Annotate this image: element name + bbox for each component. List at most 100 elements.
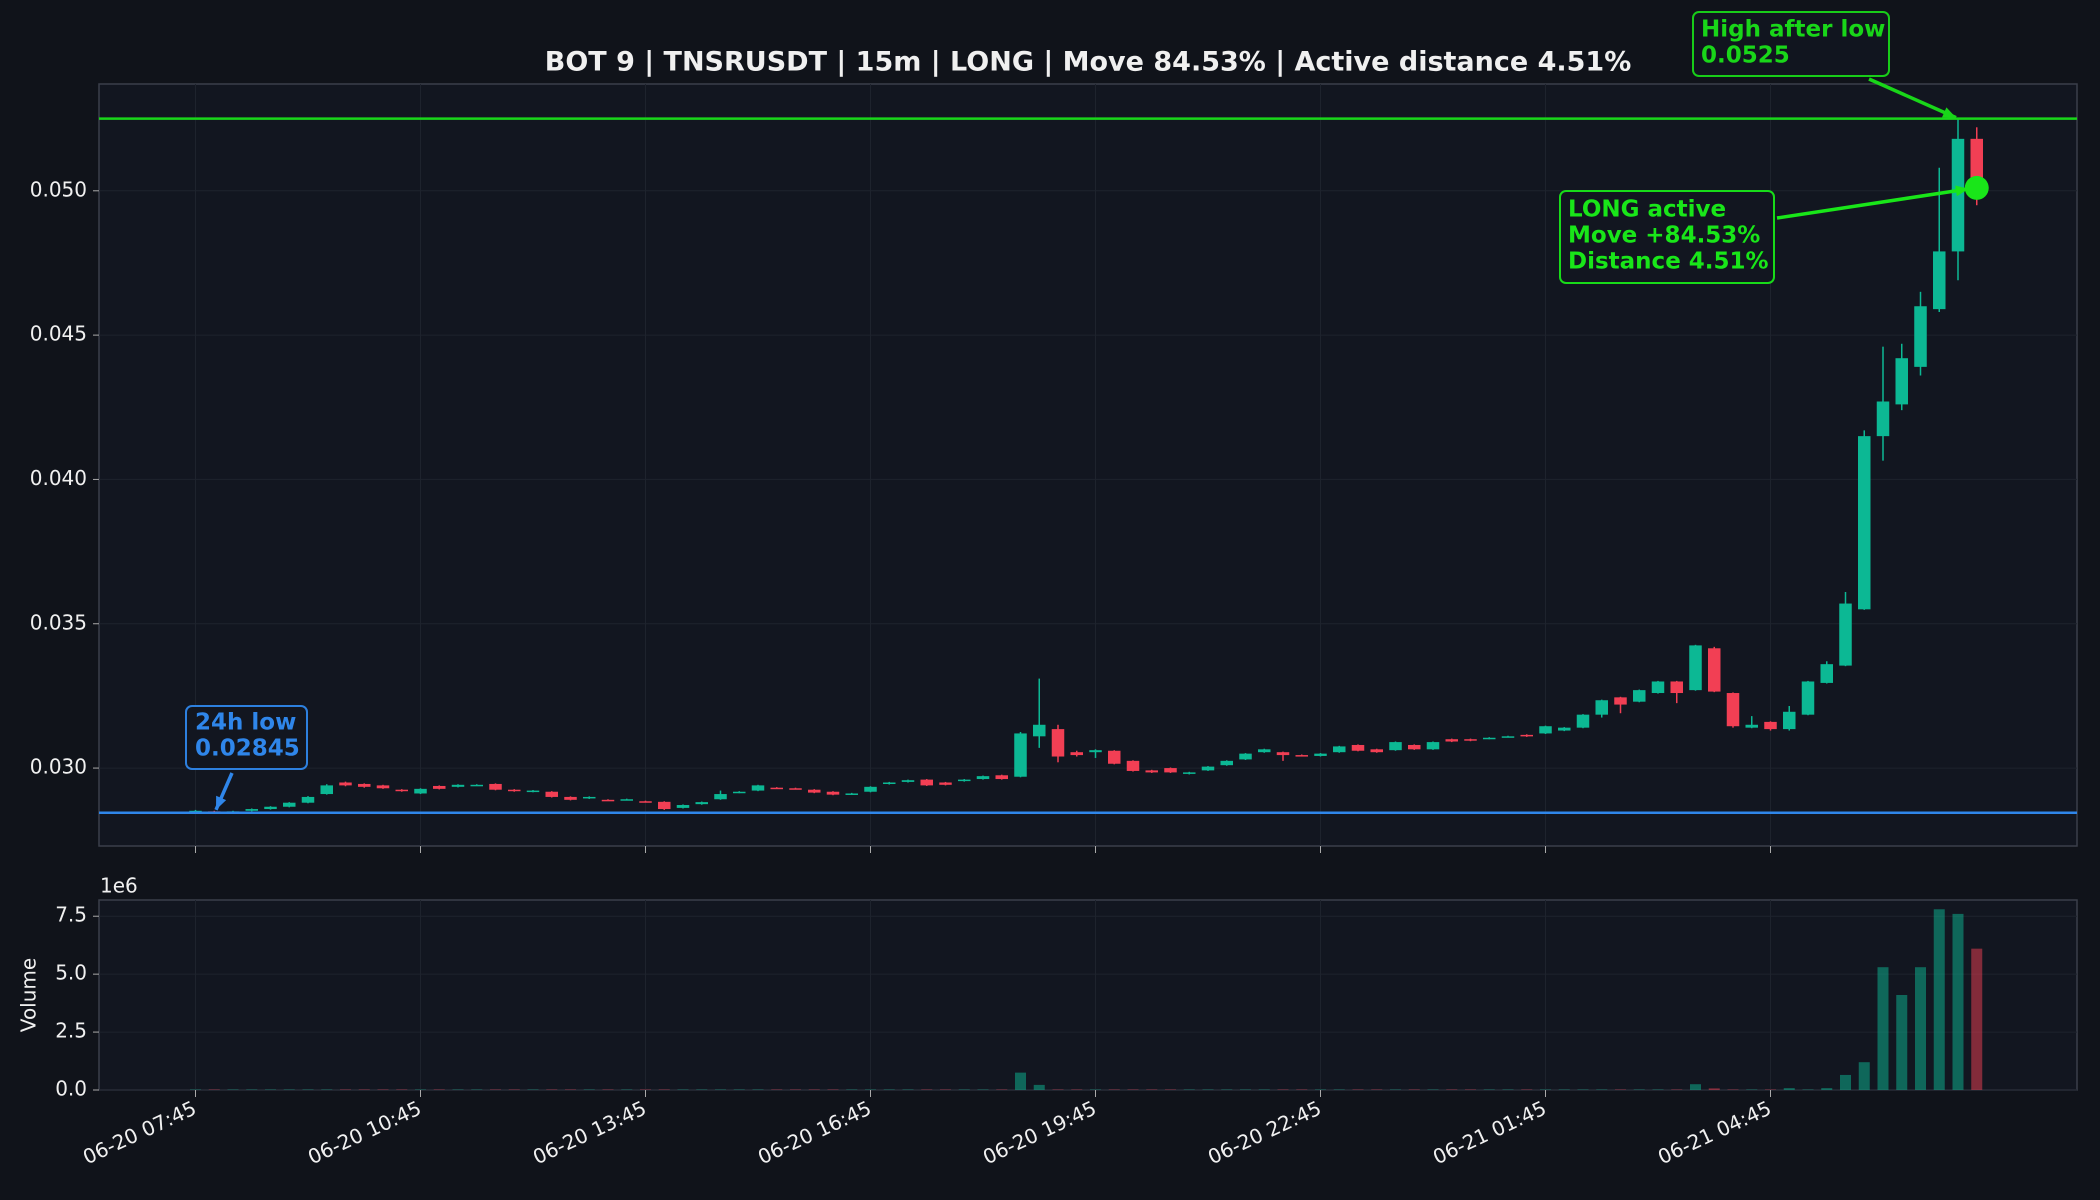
status-arrow <box>1776 187 1970 220</box>
candle-body <box>1576 714 1590 728</box>
candle-body <box>808 789 821 793</box>
candle-body <box>583 796 596 799</box>
candle-body <box>1558 727 1571 731</box>
candle-body <box>1933 251 1946 310</box>
candle-body <box>1689 645 1702 691</box>
candle-body <box>1876 401 1890 437</box>
high-note-arrow-head <box>1942 107 1956 118</box>
low-note-value: 0.02845 <box>195 736 300 762</box>
volume-bar <box>1015 1072 1026 1090</box>
candle-body <box>1858 436 1871 610</box>
y-tick-label: 0.030 <box>30 755 87 779</box>
volume-bar <box>1033 1084 1045 1090</box>
candle-body <box>770 787 783 790</box>
candle-body <box>1745 724 1758 728</box>
candle-body <box>451 784 465 787</box>
candle-body <box>714 794 727 800</box>
candle-body <box>245 809 258 811</box>
candle-body <box>864 786 877 792</box>
volume-axis-label: Volume <box>17 958 41 1032</box>
volume-bar <box>1783 1088 1795 1090</box>
volume-offset: 1e6 <box>100 874 138 898</box>
candle-body <box>1614 697 1627 705</box>
candle-body <box>189 810 202 813</box>
candle-body <box>1201 766 1215 771</box>
chart-title: BOT 9 | TNSRUSDT | 15m | LONG | Move 84.… <box>545 47 1632 78</box>
candle-body <box>601 799 615 802</box>
candle-body <box>751 785 765 791</box>
candle-body <box>1708 648 1721 692</box>
candle-body <box>1783 711 1796 730</box>
candle-body <box>826 791 840 795</box>
candle-body <box>883 782 896 784</box>
candle-body <box>676 805 690 808</box>
candle-body <box>1070 752 1083 756</box>
candle-body <box>958 779 971 782</box>
low-note-box <box>185 705 308 770</box>
candle-body <box>1483 737 1496 740</box>
candle-body <box>1333 746 1346 753</box>
volume-bar <box>1971 948 1983 1090</box>
candle-body <box>1033 724 1046 737</box>
candle-body <box>1651 681 1665 694</box>
candle-body <box>658 801 671 810</box>
candle-body <box>1126 760 1140 771</box>
candle-body <box>1014 733 1027 777</box>
candle-body <box>1145 770 1158 773</box>
candle-body <box>620 799 633 801</box>
high-note-arrow <box>1868 77 1957 120</box>
y-tick-label: 0.050 <box>30 177 87 201</box>
candle-body <box>470 784 483 787</box>
volume-tick-label: 5.0 <box>55 961 87 985</box>
marks <box>189 118 1983 1090</box>
candle-body <box>920 779 933 786</box>
candle-body <box>1295 755 1308 757</box>
candle-body <box>320 785 333 795</box>
candle-body <box>1539 726 1552 734</box>
candle-body <box>545 791 558 797</box>
candle-body <box>1239 753 1252 760</box>
volume-panel <box>98 899 2078 1091</box>
volume-bar <box>1821 1088 1833 1090</box>
status-box <box>1559 190 1775 284</box>
candle-body <box>976 776 990 780</box>
volume-bar <box>1877 967 1889 1090</box>
candle-body <box>939 782 952 785</box>
candle-body <box>358 783 371 787</box>
candle-body <box>339 782 352 786</box>
candle-body <box>1820 664 1833 683</box>
volume-bar <box>1933 909 1945 1090</box>
candle-body <box>1258 749 1271 753</box>
y-tick-label: 0.045 <box>30 322 87 346</box>
y-tick-label: 0.035 <box>30 610 87 634</box>
candle-body <box>789 788 802 790</box>
volume-bar <box>1690 1084 1701 1090</box>
candle-body <box>283 802 296 807</box>
low-note-arrow-head <box>216 795 227 810</box>
candle-body <box>1314 753 1327 756</box>
candle-body <box>733 791 746 794</box>
candle-body <box>526 790 540 793</box>
candle-body <box>1970 138 1983 188</box>
volume-bar <box>1896 995 1908 1090</box>
candle-body <box>1520 734 1533 737</box>
candle-body <box>1351 744 1365 751</box>
candle-body <box>489 783 502 790</box>
candle-body <box>695 802 708 805</box>
candle-body <box>1089 750 1102 753</box>
candle-body <box>301 796 315 803</box>
candle-body <box>1445 739 1458 742</box>
candle-body <box>1051 729 1065 757</box>
volume-bar <box>1952 913 1964 1090</box>
candle-body <box>564 796 577 800</box>
candle-body <box>414 788 427 794</box>
high-note-value: 0.0525 <box>1701 43 1790 69</box>
volume-tick-label: 2.5 <box>55 1019 87 1043</box>
volume-bar <box>1840 1074 1851 1090</box>
current-price-marker <box>1964 175 1989 200</box>
candle-body <box>1670 681 1683 694</box>
volume-bar <box>1708 1088 1720 1090</box>
candle-body <box>508 789 521 792</box>
